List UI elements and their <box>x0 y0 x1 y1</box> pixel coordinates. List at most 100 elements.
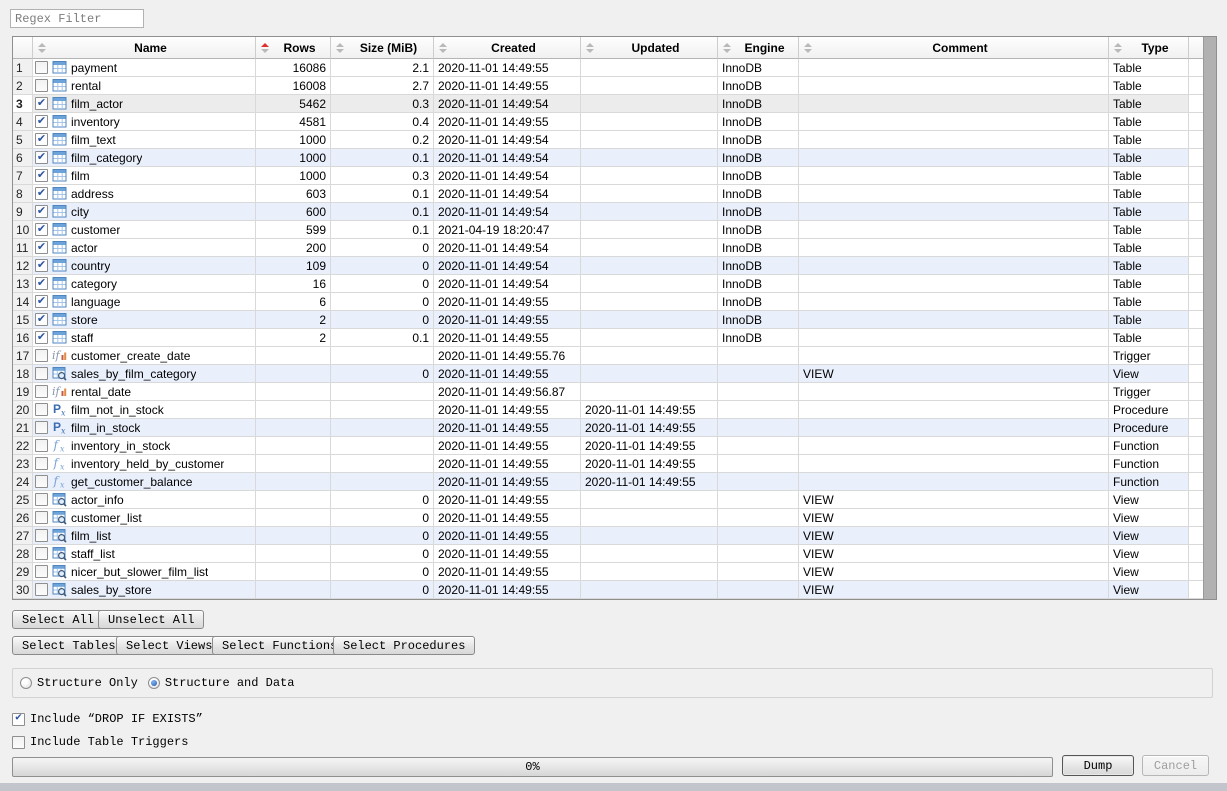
table-row[interactable]: 27 film_list 0 2020-11-01 14:49:55 VIEW View <box>13 527 1216 545</box>
select-views-button[interactable]: Select Views <box>116 636 223 655</box>
row-checkbox[interactable] <box>35 97 48 110</box>
row-checkbox[interactable] <box>35 475 48 488</box>
table-row[interactable]: 26 customer_list 0 2020-11-01 14:49:55 VIEW V… <box>13 509 1216 527</box>
include-drop-if-exists-checkbox[interactable] <box>12 712 25 726</box>
column-header-size[interactable]: Size (MiB) <box>331 37 434 59</box>
svg-text:x: x <box>61 427 66 436</box>
row-checkbox[interactable] <box>35 295 48 308</box>
table-row[interactable]: 1 payment 16086 2.1 2020-11-01 14:49:55 InnoD… <box>13 59 1216 77</box>
table-row[interactable]: 29 nicer_but_slower_film_list 0 2020-11-01 … <box>13 563 1216 581</box>
row-checkbox[interactable] <box>35 187 48 200</box>
structure-only-radio[interactable] <box>20 677 32 689</box>
row-checkbox[interactable] <box>35 421 48 434</box>
row-checkbox[interactable] <box>35 349 48 362</box>
table-row[interactable]: 22 f x inventory_in_stock 2020-11-01 14:49:5… <box>13 437 1216 455</box>
row-checkbox[interactable] <box>35 205 48 218</box>
select-tables-button[interactable]: Select Tables <box>12 636 126 655</box>
table-row[interactable]: 17 if customer_create_date 2020-11-01 14:49… <box>13 347 1216 365</box>
table-row[interactable]: 19 if rental_date 2020-11-01 14:49:56.87 Tri… <box>13 383 1216 401</box>
row-checkbox[interactable] <box>35 403 48 416</box>
size-cell: 0.1 <box>331 221 434 239</box>
updated-cell <box>581 221 718 239</box>
row-checkbox[interactable] <box>35 61 48 74</box>
select-all-button[interactable]: Select All <box>12 610 105 629</box>
object-name: get_customer_balance <box>71 474 193 489</box>
row-checkbox[interactable] <box>35 565 48 578</box>
table-row[interactable]: 30 sales_by_store 0 2020-11-01 14:49:55 VIEW… <box>13 581 1216 599</box>
rows-cell: 599 <box>256 221 331 239</box>
rows-cell <box>256 509 331 527</box>
sort-up-icon <box>336 42 344 47</box>
row-checkbox[interactable] <box>35 439 48 452</box>
row-number-cell: 28 <box>13 545 33 563</box>
select-functions-button[interactable]: Select Functions <box>212 636 348 655</box>
table-icon <box>52 78 67 93</box>
row-checkbox[interactable] <box>35 367 48 380</box>
structure-and-data-radio[interactable] <box>147 677 160 689</box>
dump-button[interactable]: Dump <box>1062 755 1134 776</box>
row-checkbox[interactable] <box>35 583 48 596</box>
row-checkbox[interactable] <box>35 277 48 290</box>
column-header-type[interactable]: Type <box>1109 37 1189 59</box>
updated-cell <box>581 491 718 509</box>
row-checkbox[interactable] <box>35 457 48 470</box>
created-cell: 2020-11-01 14:49:55 <box>434 419 581 437</box>
include-table-triggers-label: Include Table Triggers <box>30 735 189 749</box>
object-name: city <box>71 204 89 219</box>
svg-text:f: f <box>53 456 61 470</box>
select-procedures-button[interactable]: Select Procedures <box>333 636 476 655</box>
table-row[interactable]: 28 staff_list 0 2020-11-01 14:49:55 VIEW View <box>13 545 1216 563</box>
table-row[interactable]: 2 rental 16008 2.7 2020-11-01 14:49:55 InnoDB… <box>13 77 1216 95</box>
row-checkbox[interactable] <box>35 331 48 344</box>
vertical-scrollbar[interactable] <box>1203 37 1216 599</box>
row-checkbox[interactable] <box>35 511 48 524</box>
row-checkbox[interactable] <box>35 133 48 146</box>
column-header-updated[interactable]: Updated <box>581 37 718 59</box>
row-checkbox[interactable] <box>35 259 48 272</box>
row-checkbox[interactable] <box>35 529 48 542</box>
column-header-rows[interactable]: Rows <box>256 37 331 59</box>
include-table-triggers-checkbox[interactable] <box>12 735 25 749</box>
row-checkbox[interactable] <box>35 313 48 326</box>
table-row[interactable]: 24 f x get_customer_balance 2020-11-01 14:49… <box>13 473 1216 491</box>
table-row[interactable]: 25 actor_info 0 2020-11-01 14:49:55 VIEW View <box>13 491 1216 509</box>
row-checkbox[interactable] <box>35 115 48 128</box>
rows-cell: 16008 <box>256 77 331 95</box>
row-checkbox[interactable] <box>35 79 48 92</box>
regex-filter-input[interactable] <box>10 9 144 28</box>
row-checkbox[interactable] <box>35 385 48 398</box>
column-header-comment[interactable]: Comment <box>799 37 1109 59</box>
type-cell: Table <box>1109 329 1189 347</box>
row-checkbox[interactable] <box>35 493 48 506</box>
row-checkbox[interactable] <box>35 169 48 182</box>
row-number-cell: 4 <box>13 113 33 131</box>
row-checkbox[interactable] <box>35 547 48 560</box>
row-checkbox[interactable] <box>35 151 48 164</box>
column-header-label: Updated <box>631 40 680 55</box>
column-header-created[interactable]: Created <box>434 37 581 59</box>
row-checkbox[interactable] <box>35 241 48 254</box>
table-row[interactable]: 23 f x inventory_held_by_customer 2020-11-01… <box>13 455 1216 473</box>
row-checkbox[interactable] <box>35 223 48 236</box>
column-header-name[interactable]: Name <box>33 37 256 59</box>
table-row[interactable]: 18 sales_by_film_category 0 2020-11-01 14:4… <box>13 365 1216 383</box>
unselect-all-button[interactable]: Unselect All <box>98 610 205 629</box>
column-header-engine[interactable]: Engine <box>718 37 799 59</box>
